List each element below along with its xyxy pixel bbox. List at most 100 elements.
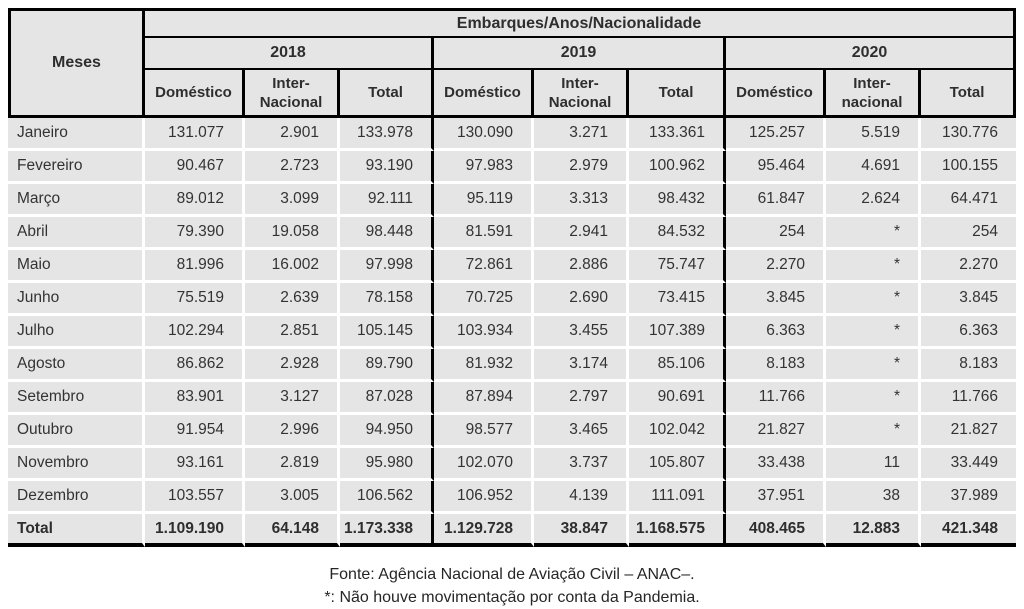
value-cell: 38.847 xyxy=(534,514,629,547)
asterisk-note: *: Não houve movimentação por conta da P… xyxy=(324,589,700,606)
value-cell: 133.978 xyxy=(340,118,434,151)
value-cell: 98.448 xyxy=(340,217,434,250)
value-cell: 11 xyxy=(826,448,921,481)
col-header-label: Inter- xyxy=(561,74,599,92)
value-cell: 98.432 xyxy=(629,184,726,217)
month-cell: Novembro xyxy=(8,448,145,481)
value-cell: 94.950 xyxy=(340,415,434,448)
month-cell: Agosto xyxy=(8,349,145,382)
value-cell: 3.099 xyxy=(245,184,340,217)
value-cell: 78.158 xyxy=(340,283,434,316)
month-cell: Julho xyxy=(8,316,145,349)
value-cell: 75.519 xyxy=(145,283,245,316)
month-cell: Setembro xyxy=(8,382,145,415)
value-cell: 8.183 xyxy=(726,349,826,382)
col-header-2018-internacional: Inter- Nacional xyxy=(245,70,340,118)
value-cell: 11.766 xyxy=(726,382,826,415)
col-header-label: Total xyxy=(949,84,985,101)
source-note: Fonte: Agência Nacional de Aviação Civil… xyxy=(329,566,695,583)
value-cell: 37.989 xyxy=(921,481,1017,514)
table-row: Junho 75.519 2.639 78.158 70.725 2.690 73.415 3… xyxy=(8,283,1017,316)
value-cell: 3.455 xyxy=(534,316,629,349)
table-row: Agosto 86.862 2.928 89.790 81.932 3.174 85.106… xyxy=(8,349,1017,382)
value-cell: 3.313 xyxy=(534,184,629,217)
value-cell: 2.928 xyxy=(245,349,340,382)
value-cell: 6.363 xyxy=(921,316,1017,349)
value-cell: 33.438 xyxy=(726,448,826,481)
value-cell: 64.471 xyxy=(921,184,1017,217)
value-cell: 38 xyxy=(826,481,921,514)
value-cell: 103.557 xyxy=(145,481,245,514)
value-cell: 81.591 xyxy=(434,217,534,250)
value-cell: 254 xyxy=(921,217,1017,250)
col-header-label: nacional xyxy=(841,93,903,111)
table-row: Janeiro 131.077 2.901 133.978 130.090 3.271 13… xyxy=(8,118,1017,151)
value-cell: 1.109.190 xyxy=(145,514,245,547)
value-cell: * xyxy=(826,382,921,415)
value-cell: 90.691 xyxy=(629,382,726,415)
table-row: Setembro 83.901 3.127 87.028 87.894 2.797 90.6… xyxy=(8,382,1017,415)
table-row: Fevereiro 90.467 2.723 93.190 97.983 2.979 100… xyxy=(8,151,1017,184)
value-cell: 97.983 xyxy=(434,151,534,184)
value-cell: 92.111 xyxy=(340,184,434,217)
col-header-2020-total: Total xyxy=(921,70,1017,118)
value-cell: 130.776 xyxy=(921,118,1017,151)
value-cell: * xyxy=(826,283,921,316)
col-header-label: Doméstico xyxy=(155,84,232,101)
value-cell: 102.294 xyxy=(145,316,245,349)
col-header-2018-domestico: Doméstico xyxy=(145,70,245,118)
month-cell: Outubro xyxy=(8,415,145,448)
value-cell: 87.894 xyxy=(434,382,534,415)
col-header-label: Doméstico xyxy=(736,84,813,101)
value-cell: * xyxy=(826,217,921,250)
value-cell: 2.797 xyxy=(534,382,629,415)
value-cell: 81.996 xyxy=(145,250,245,283)
value-cell: 111.091 xyxy=(629,481,726,514)
col-header-label: Inter- xyxy=(272,74,310,92)
value-cell: 75.747 xyxy=(629,250,726,283)
value-cell: 421.348 xyxy=(921,514,1017,547)
value-cell: 2.941 xyxy=(534,217,629,250)
value-cell: 95.464 xyxy=(726,151,826,184)
value-cell: 95.119 xyxy=(434,184,534,217)
value-cell: 2.979 xyxy=(534,151,629,184)
value-cell: 2.624 xyxy=(826,184,921,217)
value-cell: 2.639 xyxy=(245,283,340,316)
value-cell: 1.168.575 xyxy=(629,514,726,547)
value-cell: 91.954 xyxy=(145,415,245,448)
value-cell: 2.996 xyxy=(245,415,340,448)
col-header-2020-internacional: Inter-nacional xyxy=(826,70,921,118)
col-header-label: Nacional xyxy=(259,93,323,111)
value-cell: 90.467 xyxy=(145,151,245,184)
col-header-label: Nacional xyxy=(548,93,612,111)
value-cell: 21.827 xyxy=(921,415,1017,448)
month-cell: Janeiro xyxy=(8,118,145,151)
col-header-label: Inter- xyxy=(853,74,891,92)
value-cell: * xyxy=(826,415,921,448)
table-row: Julho 102.294 2.851 105.145 103.934 3.455 107.… xyxy=(8,316,1017,349)
value-cell: 73.415 xyxy=(629,283,726,316)
value-cell: 37.951 xyxy=(726,481,826,514)
table-row: Maio 81.996 16.002 97.998 72.861 2.886 75.747 2… xyxy=(8,250,1017,283)
value-cell: 12.883 xyxy=(826,514,921,547)
value-cell: 3.005 xyxy=(245,481,340,514)
value-cell: 408.465 xyxy=(726,514,826,547)
table-row: Março 89.012 3.099 92.111 95.119 3.313 98.432 6… xyxy=(8,184,1017,217)
value-cell: 2.886 xyxy=(534,250,629,283)
value-cell: 89.790 xyxy=(340,349,434,382)
col-header-2018-total: Total xyxy=(340,70,434,118)
value-cell: 86.862 xyxy=(145,349,245,382)
month-cell: Fevereiro xyxy=(8,151,145,184)
value-cell: 1.129.728 xyxy=(434,514,534,547)
value-cell: 3.465 xyxy=(534,415,629,448)
value-cell: 64.148 xyxy=(245,514,340,547)
month-cell: Maio xyxy=(8,250,145,283)
value-cell: 3.845 xyxy=(921,283,1017,316)
value-cell: 6.363 xyxy=(726,316,826,349)
table-body: Janeiro 131.077 2.901 133.978 130.090 3.271 13… xyxy=(8,118,1017,547)
value-cell: 2.690 xyxy=(534,283,629,316)
value-cell: 3.127 xyxy=(245,382,340,415)
value-cell: 8.183 xyxy=(921,349,1017,382)
year-header-2019: 2019 xyxy=(434,38,726,70)
